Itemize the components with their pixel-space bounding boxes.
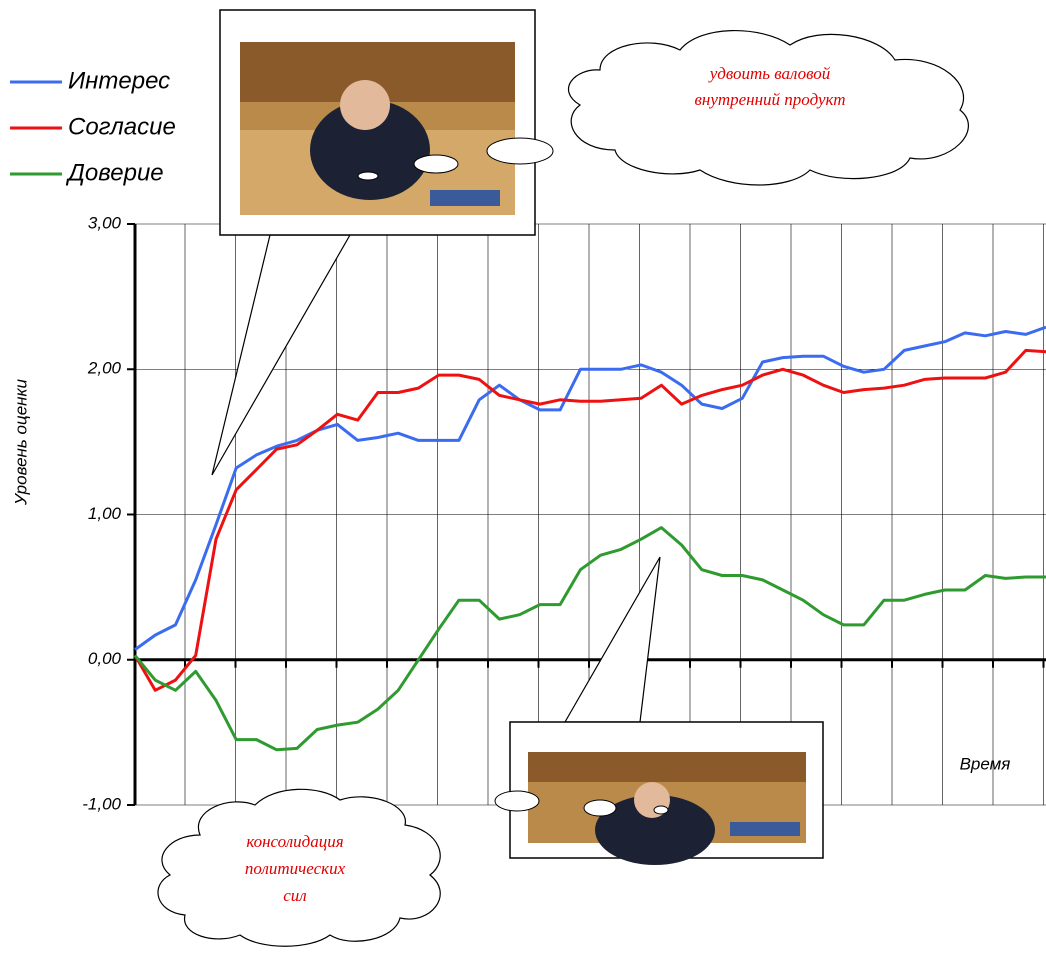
- notes: удвоить валовой внутренний продукт консоли…: [245, 64, 846, 905]
- series-line: [133, 526, 1046, 752]
- legend-label: Доверие: [65, 159, 164, 186]
- lines: [133, 325, 1046, 752]
- y-tick-label: -1,00: [82, 794, 121, 813]
- photo-callout: [494, 556, 824, 865]
- annotation: сил: [283, 886, 306, 905]
- y-axis-label: Уровень оценки: [11, 378, 30, 506]
- cloud: [157, 30, 969, 947]
- legend-label: Согласие: [68, 113, 176, 140]
- legend: Интерес Согласие Доверие: [10, 67, 176, 186]
- annotation: удвоить валовой: [708, 64, 831, 83]
- grid: -1,00 0,00 1,00 2,00 3,00: [82, 213, 1046, 813]
- y-tick-label: 2,00: [87, 359, 122, 378]
- annotation: политических: [245, 859, 346, 878]
- y-tick-label: 3,00: [88, 213, 122, 232]
- legend-label: Интерес: [68, 67, 170, 94]
- annotation: консолидация: [246, 832, 343, 851]
- photo-callout: [211, 9, 554, 476]
- series-line: [134, 325, 1046, 651]
- x-axis-label: Время: [960, 754, 1011, 773]
- series-line: [133, 348, 1046, 692]
- y-tick-label: 0,00: [88, 649, 122, 668]
- annotation: внутренний продукт: [695, 90, 846, 109]
- y-tick-label: 1,00: [88, 504, 122, 523]
